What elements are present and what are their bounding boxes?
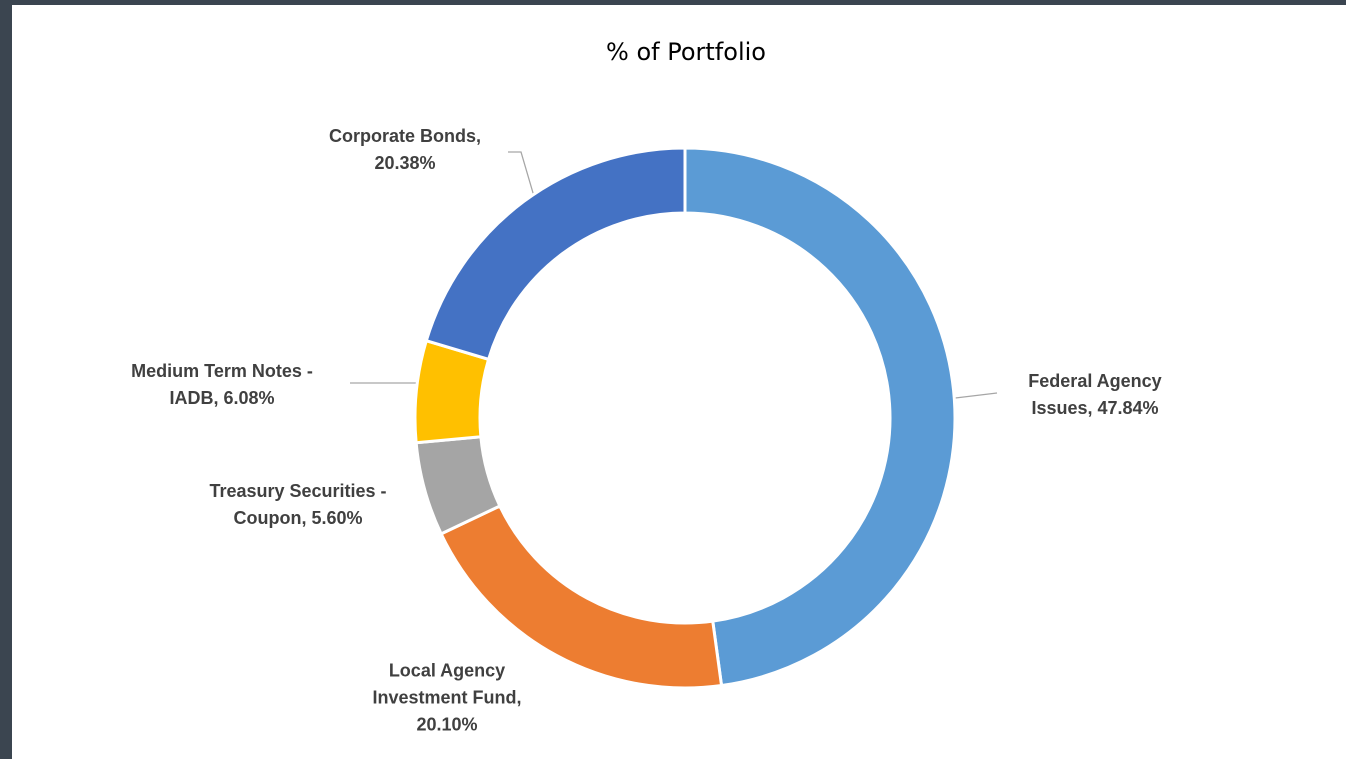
label-separator: , — [1087, 398, 1098, 418]
value-label: 6.08% — [223, 388, 275, 408]
data-label: Corporate Bonds, 20.38% — [313, 123, 498, 177]
category-name: Treasury Securities - Coupon — [209, 481, 387, 528]
value-label: 20.10% — [416, 714, 478, 735]
data-label: Treasury Securities - Coupon, 5.60% — [191, 478, 406, 532]
value-label: 20.38% — [374, 153, 436, 173]
value-label: 5.60% — [311, 508, 363, 528]
data-label: Local Agency Investment Fund, 20.10% — [360, 658, 535, 739]
data-label: Medium Term Notes - IADB, 6.08% — [120, 358, 325, 412]
value-label: 47.84% — [1097, 398, 1159, 418]
label-separator: , — [476, 126, 482, 146]
chart — [350, 146, 998, 690]
label-separator: , — [516, 687, 522, 708]
data-label: Federal Agency Issues, 47.84% — [1013, 368, 1178, 422]
category-name: Medium Term Notes - IADB — [131, 361, 313, 408]
category-name: Federal Agency Issues — [1028, 371, 1162, 418]
chart-title: % of Portfolio — [606, 38, 766, 66]
donut-slice — [683, 146, 957, 688]
label-separator: , — [301, 508, 312, 528]
chart-area: % of Portfolio Federal Agency Issues, 47… — [12, 5, 1346, 759]
category-name: Local Agency Investment Fund — [372, 660, 517, 708]
label-separator: , — [213, 388, 224, 408]
donut-slice — [424, 146, 687, 362]
category-name: Corporate Bonds — [328, 126, 476, 146]
